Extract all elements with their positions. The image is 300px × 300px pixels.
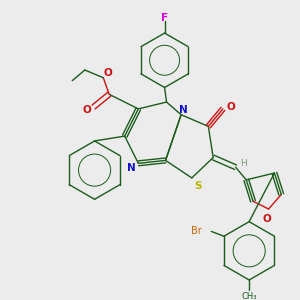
- Text: O: O: [226, 102, 235, 112]
- Text: O: O: [104, 68, 112, 78]
- Text: N: N: [179, 105, 188, 115]
- Text: O: O: [82, 105, 91, 115]
- Text: CH₃: CH₃: [242, 292, 257, 300]
- Text: Br: Br: [191, 226, 202, 236]
- Text: F: F: [161, 14, 168, 23]
- Text: H: H: [240, 159, 247, 168]
- Text: S: S: [194, 181, 201, 191]
- Text: O: O: [262, 214, 271, 224]
- Text: N: N: [127, 163, 136, 173]
